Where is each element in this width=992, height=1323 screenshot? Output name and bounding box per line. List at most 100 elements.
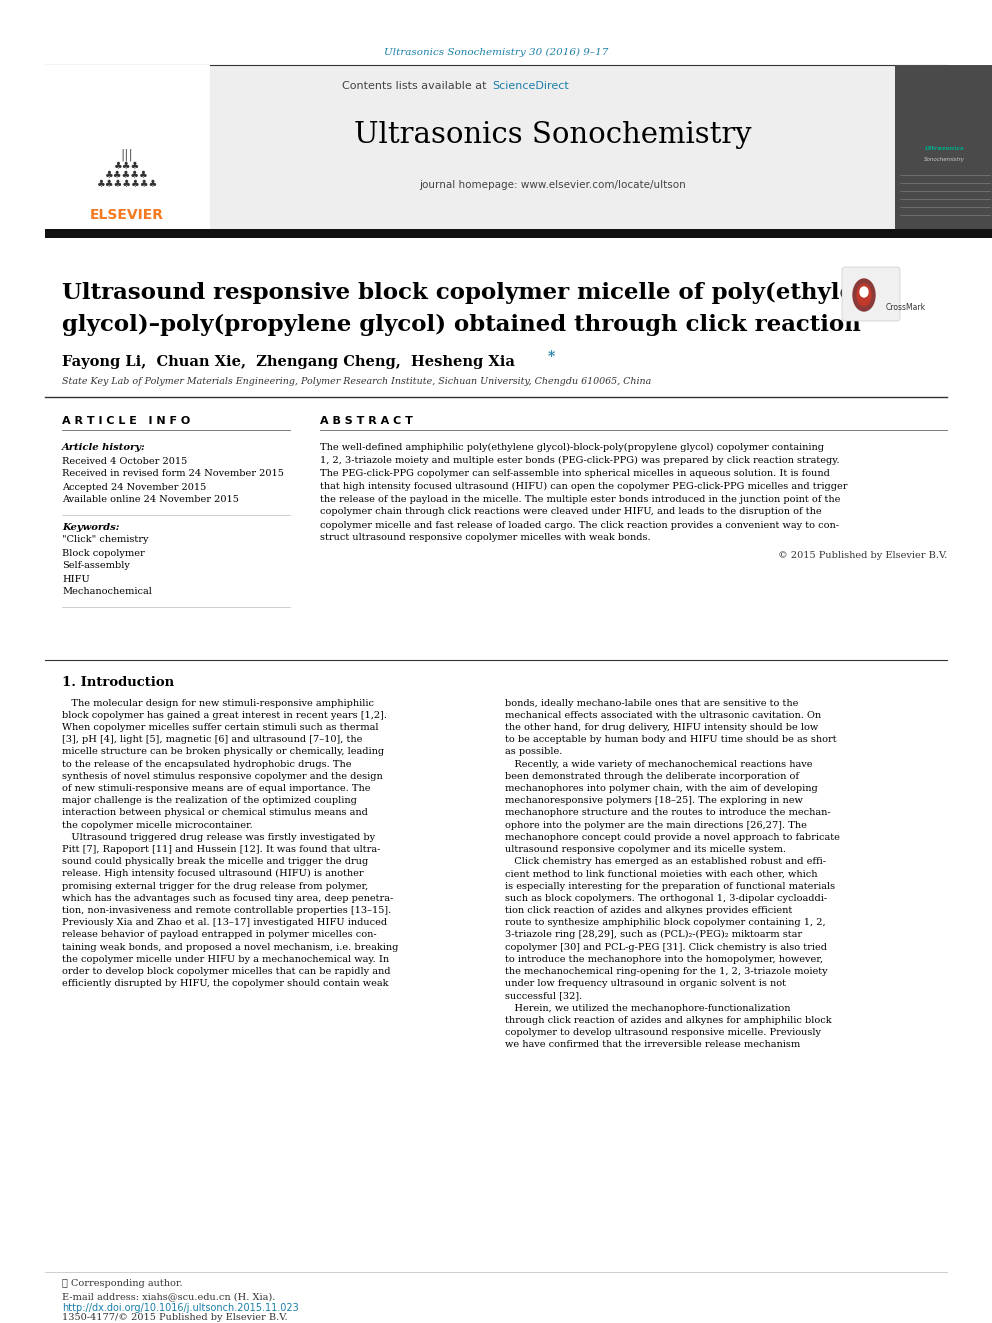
Text: The molecular design for new stimuli-responsive amphiphilic: The molecular design for new stimuli-res… [62,699,374,708]
Text: Recently, a wide variety of mechanochemical reactions have: Recently, a wide variety of mechanochemi… [505,759,812,769]
Text: journal homepage: www.elsevier.com/locate/ultson: journal homepage: www.elsevier.com/locat… [420,180,686,191]
Text: successful [32].: successful [32]. [505,991,582,1000]
Text: HIFU: HIFU [62,574,89,583]
Text: 3-triazole ring [28,29], such as (PCL)₂-(PEG)₂ miktoarm star: 3-triazole ring [28,29], such as (PCL)₂-… [505,930,803,939]
Text: efficiently disrupted by HIFU, the copolymer should contain weak: efficiently disrupted by HIFU, the copol… [62,979,389,988]
Text: we have confirmed that the irreversible release mechanism: we have confirmed that the irreversible … [505,1040,801,1049]
Text: http://dx.doi.org/10.1016/j.ultsonch.2015.11.023: http://dx.doi.org/10.1016/j.ultsonch.201… [62,1303,299,1312]
Text: route to synthesize amphiphilic block copolymer containing 1, 2,: route to synthesize amphiphilic block co… [505,918,825,927]
Text: copolymer micelle and fast release of loaded cargo. The click reaction provides : copolymer micelle and fast release of lo… [320,520,839,529]
Text: synthesis of novel stimulus responsive copolymer and the design: synthesis of novel stimulus responsive c… [62,771,383,781]
Text: Article history:: Article history: [62,442,146,451]
Text: The well-defined amphiphilic poly(ethylene glycol)-block-poly(propylene glycol) : The well-defined amphiphilic poly(ethyle… [320,442,824,451]
Text: major challenge is the realization of the optimized coupling: major challenge is the realization of th… [62,796,357,806]
Text: bonds, ideally mechano-labile ones that are sensitive to the: bonds, ideally mechano-labile ones that … [505,699,799,708]
Text: 1, 2, 3-triazole moiety and multiple ester bonds (PEG-click-PPG) was prepared by: 1, 2, 3-triazole moiety and multiple est… [320,455,839,464]
Text: been demonstrated through the deliberate incorporation of: been demonstrated through the deliberate… [505,771,799,781]
Text: ♣♣♣
♣♣♣♣♣
♣♣♣♣♣♣♣: ♣♣♣ ♣♣♣♣♣ ♣♣♣♣♣♣♣ [96,161,158,189]
Text: copolymer [30] and PCL-g-PEG [31]. Click chemistry is also tried: copolymer [30] and PCL-g-PEG [31]. Click… [505,942,827,951]
Ellipse shape [857,284,871,306]
Text: "Click" chemistry: "Click" chemistry [62,536,149,545]
Text: taining weak bonds, and proposed a novel mechanism, i.e. breaking: taining weak bonds, and proposed a novel… [62,942,399,951]
Text: ELSEVIER: ELSEVIER [90,208,164,222]
Text: E-mail address: xiahs@scu.edu.cn (H. Xia).: E-mail address: xiahs@scu.edu.cn (H. Xia… [62,1293,276,1302]
Text: tion click reaction of azides and alkynes provides efficient: tion click reaction of azides and alkyne… [505,906,793,916]
Text: Ultrasonics Sonochemistry 30 (2016) 9–17: Ultrasonics Sonochemistry 30 (2016) 9–17 [384,48,608,57]
Text: Fayong Li,  Chuan Xie,  Zhengang Cheng,  Hesheng Xia: Fayong Li, Chuan Xie, Zhengang Cheng, He… [62,355,515,369]
Bar [210,65,895,230]
Text: the release of the payload in the micelle. The multiple ester bonds introduced i: the release of the payload in the micell… [320,495,840,504]
Text: ScienceDirect: ScienceDirect [492,81,568,91]
Text: tion, non-invasiveness and remote controllable properties [13–15].: tion, non-invasiveness and remote contro… [62,906,391,916]
Text: cient method to link functional moieties with each other, which: cient method to link functional moieties… [505,869,817,878]
Text: as possible.: as possible. [505,747,562,757]
Text: |||: ||| [121,148,133,161]
Text: to the release of the encapsulated hydrophobic drugs. The: to the release of the encapsulated hydro… [62,759,351,769]
Text: to be acceptable by human body and HIFU time should be as short: to be acceptable by human body and HIFU … [505,736,836,744]
Text: block copolymer has gained a great interest in recent years [1,2].: block copolymer has gained a great inter… [62,710,387,720]
Bar [895,65,992,230]
Text: the copolymer micelle microcontainer.: the copolymer micelle microcontainer. [62,820,253,830]
Text: release. High intensity focused ultrasound (HIFU) is another: release. High intensity focused ultrasou… [62,869,364,878]
Ellipse shape [860,287,868,296]
Text: ophore into the polymer are the main directions [26,27]. The: ophore into the polymer are the main dir… [505,820,806,830]
Bar [45,229,992,238]
Text: promising external trigger for the drug release from polymer,: promising external trigger for the drug … [62,881,368,890]
FancyBboxPatch shape [842,267,900,321]
Text: mechanoresponsive polymers [18–25]. The exploring in new: mechanoresponsive polymers [18–25]. The … [505,796,803,806]
Text: ultrasound responsive copolymer and its micelle system.: ultrasound responsive copolymer and its … [505,845,786,853]
Text: struct ultrasound responsive copolymer micelles with weak bonds.: struct ultrasound responsive copolymer m… [320,533,651,542]
Text: the copolymer micelle under HIFU by a mechanochemical way. In: the copolymer micelle under HIFU by a me… [62,955,389,963]
Text: *: * [548,351,556,364]
Ellipse shape [853,279,875,311]
Text: mechanophore concept could provide a novel approach to fabricate: mechanophore concept could provide a nov… [505,832,840,841]
Text: Mechanochemical: Mechanochemical [62,587,152,597]
Text: Available online 24 November 2015: Available online 24 November 2015 [62,496,239,504]
Text: the mechanochemical ring-opening for the 1, 2, 3-triazole moiety: the mechanochemical ring-opening for the… [505,967,827,976]
Text: 1. Introduction: 1. Introduction [62,676,175,689]
Text: Previously Xia and Zhao et al. [13–17] investigated HIFU induced: Previously Xia and Zhao et al. [13–17] i… [62,918,387,927]
Text: Herein, we utilized the mechanophore-functionalization: Herein, we utilized the mechanophore-fun… [505,1004,791,1012]
Text: When copolymer micelles suffer certain stimuli such as thermal: When copolymer micelles suffer certain s… [62,722,379,732]
Text: [3], pH [4], light [5], magnetic [6] and ultrasound [7–10], the: [3], pH [4], light [5], magnetic [6] and… [62,736,362,744]
Text: Accepted 24 November 2015: Accepted 24 November 2015 [62,483,206,492]
Text: glycol)–poly(propylene glycol) obtained through click reaction: glycol)–poly(propylene glycol) obtained … [62,314,861,336]
Text: micelle structure can be broken physically or chemically, leading: micelle structure can be broken physical… [62,747,384,757]
Text: State Key Lab of Polymer Materials Engineering, Polymer Research Institute, Sich: State Key Lab of Polymer Materials Engin… [62,377,652,386]
Text: which has the advantages such as focused tiny area, deep penetra-: which has the advantages such as focused… [62,894,393,902]
Text: Keywords:: Keywords: [62,523,119,532]
Text: release behavior of payload entrapped in polymer micelles con-: release behavior of payload entrapped in… [62,930,377,939]
Text: through click reaction of azides and alkynes for amphiphilic block: through click reaction of azides and alk… [505,1016,831,1025]
Text: that high intensity focused ultrasound (HIFU) can open the copolymer PEG-click-P: that high intensity focused ultrasound (… [320,482,847,491]
Text: Ultrasound triggered drug release was firstly investigated by: Ultrasound triggered drug release was fi… [62,832,375,841]
Text: sound could physically break the micelle and trigger the drug: sound could physically break the micelle… [62,857,368,867]
Text: Received 4 October 2015: Received 4 October 2015 [62,456,187,466]
Text: A B S T R A C T: A B S T R A C T [320,415,413,426]
Text: copolymer chain through click reactions were cleaved under HIFU, and leads to th: copolymer chain through click reactions … [320,508,821,516]
Text: Contents lists available at: Contents lists available at [342,81,490,91]
Text: Ultrasonics: Ultrasonics [925,146,964,151]
Text: Ultrasonics Sonochemistry: Ultrasonics Sonochemistry [354,120,752,149]
Text: of new stimuli-responsive means are of equal importance. The: of new stimuli-responsive means are of e… [62,785,370,792]
Text: Pitt [7], Rapoport [11] and Hussein [12]. It was found that ultra-: Pitt [7], Rapoport [11] and Hussein [12]… [62,845,380,853]
Text: mechanophores into polymer chain, with the aim of developing: mechanophores into polymer chain, with t… [505,785,817,792]
Text: The PEG-click-PPG copolymer can self-assemble into spherical micelles in aqueous: The PEG-click-PPG copolymer can self-ass… [320,468,830,478]
Text: under low frequency ultrasound in organic solvent is not: under low frequency ultrasound in organi… [505,979,786,988]
Text: the other hand, for drug delivery, HIFU intensity should be low: the other hand, for drug delivery, HIFU … [505,722,818,732]
Text: mechanophore structure and the routes to introduce the mechan-: mechanophore structure and the routes to… [505,808,830,818]
Text: such as block copolymers. The orthogonal 1, 3-dipolar cycloaddi-: such as block copolymers. The orthogonal… [505,894,827,902]
Text: Received in revised form 24 November 2015: Received in revised form 24 November 201… [62,470,284,479]
Text: is especially interesting for the preparation of functional materials: is especially interesting for the prepar… [505,881,835,890]
Text: Ultrasound responsive block copolymer micelle of poly(ethylene: Ultrasound responsive block copolymer mi… [62,282,885,304]
Text: Sonochemistry: Sonochemistry [924,157,964,163]
Bar [45,65,210,230]
Text: ★ Corresponding author.: ★ Corresponding author. [62,1279,183,1289]
Text: Click chemistry has emerged as an established robust and effi-: Click chemistry has emerged as an establ… [505,857,826,867]
Text: order to develop block copolymer micelles that can be rapidly and: order to develop block copolymer micelle… [62,967,391,976]
Text: Self-assembly: Self-assembly [62,561,130,570]
Text: to introduce the mechanophore into the homopolymer, however,: to introduce the mechanophore into the h… [505,955,823,963]
Text: 1350-4177/© 2015 Published by Elsevier B.V.: 1350-4177/© 2015 Published by Elsevier B… [62,1314,288,1323]
Text: CrossMark: CrossMark [886,303,927,311]
Text: mechanical effects associated with the ultrasonic cavitation. On: mechanical effects associated with the u… [505,710,821,720]
Text: Block copolymer: Block copolymer [62,549,145,557]
